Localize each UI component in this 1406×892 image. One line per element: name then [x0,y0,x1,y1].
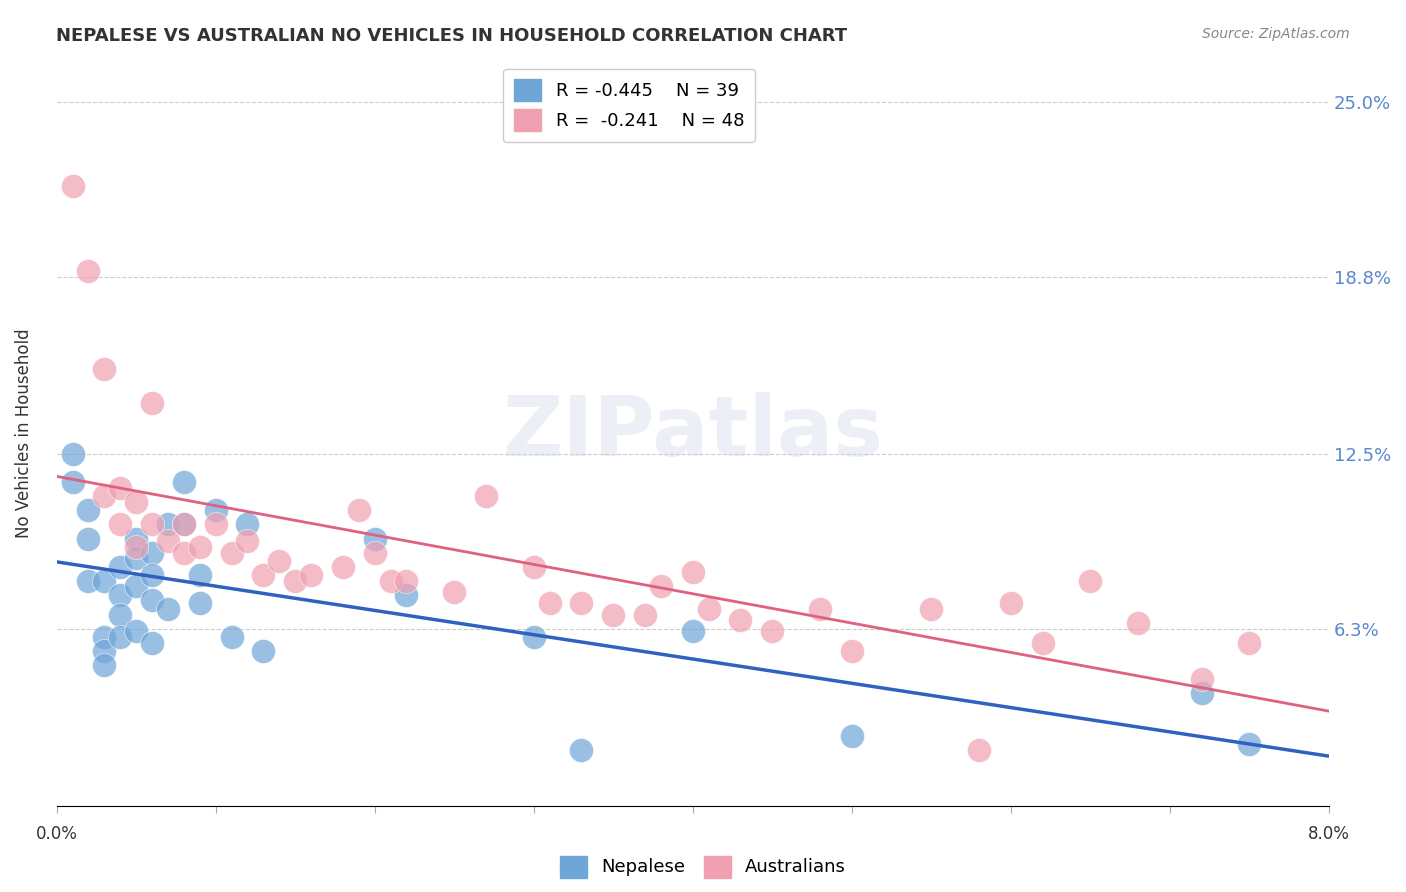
Point [93,362,115,376]
Point [77,532,100,546]
Point [682,624,704,639]
Point [125,551,148,566]
Point [363,546,385,560]
Point [93,574,115,588]
Point [77,503,100,517]
Point [236,517,259,532]
Point [93,489,115,503]
Point [110,517,132,532]
Point [62,179,84,194]
Point [141,636,163,650]
Point [221,546,243,560]
Point [125,532,148,546]
Point [1239,636,1261,650]
Text: ZIPatlas: ZIPatlas [502,392,883,474]
Point [523,630,546,644]
Point [141,546,163,560]
Point [62,475,84,490]
Point [141,568,163,582]
Point [363,532,385,546]
Point [173,517,195,532]
Point [602,607,624,622]
Legend: R = -0.445    N = 39, R =  -0.241    N = 48: R = -0.445 N = 39, R = -0.241 N = 48 [503,69,755,142]
Point [125,495,148,509]
Point [475,489,498,503]
Text: NEPALESE VS AUSTRALIAN NO VEHICLES IN HOUSEHOLD CORRELATION CHART: NEPALESE VS AUSTRALIAN NO VEHICLES IN HO… [56,27,848,45]
Point [682,566,704,580]
Point [1078,574,1101,588]
Point [188,596,211,610]
Point [93,630,115,644]
Point [1126,615,1149,630]
Point [1239,737,1261,751]
Point [93,658,115,673]
Point [347,503,370,517]
Point [156,517,179,532]
Point [93,644,115,658]
Point [920,602,942,616]
Point [1191,673,1213,687]
Point [1032,636,1054,650]
Point [1000,596,1022,610]
Point [173,546,195,560]
Text: 8.0%: 8.0% [1308,825,1350,843]
Point [188,540,211,554]
Point [110,481,132,495]
Point [269,554,291,568]
Point [236,534,259,549]
Point [1191,686,1213,700]
Point [156,534,179,549]
Point [62,447,84,461]
Y-axis label: No Vehicles in Household: No Vehicles in Household [15,328,32,538]
Point [538,596,561,610]
Point [380,574,402,588]
Point [571,743,593,757]
Point [173,517,195,532]
Point [523,559,546,574]
Point [141,396,163,410]
Point [395,574,418,588]
Point [284,574,307,588]
Point [761,624,783,639]
Point [650,579,672,593]
Point [141,517,163,532]
Point [125,579,148,593]
Point [173,475,195,490]
Point [697,602,720,616]
Point [141,593,163,607]
Point [808,602,831,616]
Point [571,596,593,610]
Point [204,517,226,532]
Point [77,264,100,278]
Point [110,588,132,602]
Point [204,503,226,517]
Point [156,602,179,616]
Point [730,613,752,627]
Point [125,624,148,639]
Point [110,607,132,622]
Text: Source: ZipAtlas.com: Source: ZipAtlas.com [1202,27,1350,41]
Point [252,568,274,582]
Point [77,574,100,588]
Point [634,607,657,622]
Point [188,568,211,582]
Point [110,559,132,574]
Point [967,743,990,757]
Point [841,644,863,658]
Point [110,630,132,644]
Point [221,630,243,644]
Point [299,568,322,582]
Point [841,729,863,743]
Point [395,588,418,602]
Point [443,585,465,599]
Point [252,644,274,658]
Legend: Nepalese, Australians: Nepalese, Australians [554,850,852,883]
Point [332,559,354,574]
Text: 0.0%: 0.0% [35,825,77,843]
Point [125,540,148,554]
